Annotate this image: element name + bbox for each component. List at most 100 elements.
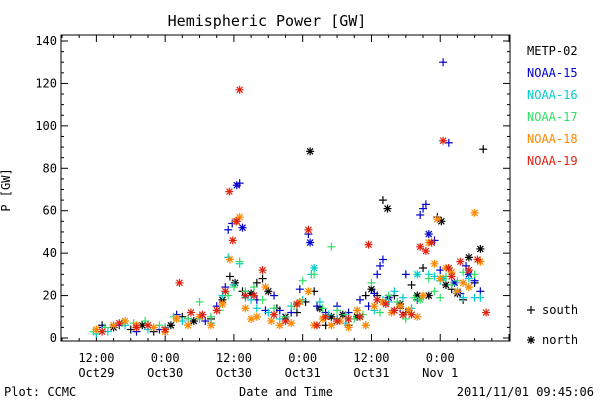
plus-marker [252,278,261,287]
marker-stroke [282,317,289,325]
plus-marker [247,295,256,304]
star-marker [427,238,436,247]
marker-stroke [98,328,106,336]
plus-marker [201,317,210,326]
marker-stroke [482,309,490,316]
legend-entry: NOAA-15 [527,66,578,80]
star-marker [364,240,373,249]
plus-marker [207,312,215,321]
plus-legend-icon [527,306,535,314]
marker-stroke [310,264,318,272]
star-marker [436,274,445,283]
plus-marker [264,308,273,317]
star-marker [258,266,267,275]
star-marker [264,287,273,296]
plus-marker [126,325,135,334]
x-tick-label-date: Oct30 [216,366,252,380]
star-marker [344,314,353,323]
plus-marker [100,323,109,332]
plus-marker [390,287,399,296]
marker-stroke [173,315,181,323]
marker-stroke [161,326,169,333]
marker-stroke [416,243,424,251]
marker-stroke [262,283,269,291]
plus-marker [224,291,233,300]
plus-marker [410,293,419,302]
legend-entry: NOAA-17 [527,110,578,124]
star-marker [447,272,456,281]
star-marker [367,285,376,294]
plus-marker [421,200,430,209]
marker-stroke [465,253,473,261]
marker-stroke [198,311,206,319]
star-marker [241,291,250,300]
x-tick-label-time: 12:00 [216,351,252,365]
marker-stroke [416,296,424,304]
marker-stroke [236,213,244,221]
marker-stroke [384,205,391,213]
star-marker [172,314,181,323]
marker-stroke [219,300,226,308]
plus-marker [459,268,468,277]
plus-marker [464,274,473,283]
marker-stroke [425,292,433,299]
marker-stroke [236,86,244,94]
star-marker [476,244,485,253]
star-marker [390,306,399,315]
plot-frame [60,34,511,342]
marker-stroke [365,241,373,249]
plus-marker [436,293,445,302]
marker-stroke [187,309,195,316]
plus-marker [178,317,187,326]
plus-marker [373,270,382,279]
plus-marker [235,179,244,188]
y-tick-label: 100 [35,119,57,133]
plus-marker [361,291,370,300]
star-marker [235,85,244,94]
star-marker [207,321,215,330]
star-marker [267,317,276,326]
plus-marker [453,276,462,285]
plus-marker [370,289,379,298]
marker-stroke [368,285,375,293]
marker-stroke [474,256,481,263]
marker-stroke [322,313,330,321]
plus-marker [376,308,385,317]
x-tick-label-date: Oct31 [353,366,389,380]
marker-stroke [408,311,416,319]
chart-title: Hemispheric Power [GW] [168,12,367,30]
plus-marker [270,291,279,300]
x-axis: 12:00Oct290:00Oct3012:00Oct300:00Oct3112… [61,35,510,380]
marker-stroke [241,304,249,312]
star-marker [373,295,382,304]
plus-marker [318,304,327,313]
marker-stroke [239,224,246,232]
marker-stroke [176,279,183,287]
marker-stroke [267,317,275,325]
marker-stroke [390,306,398,314]
plus-marker [401,270,410,279]
star-marker [333,317,342,326]
star-marker [470,208,479,217]
legend-entry: METP-02 [527,44,578,58]
star-marker [473,255,482,264]
x-tick-label-date: Oct29 [78,366,114,380]
star-marker [404,306,413,315]
star-marker [313,321,322,330]
marker-stroke [437,217,445,225]
star-marker [416,295,425,304]
marker-stroke [431,260,438,268]
plus-marker [376,261,385,270]
marker-stroke [306,239,314,246]
marker-stroke [465,283,473,291]
plus-marker [249,283,258,292]
plus-marker [341,319,350,328]
star-marker [232,217,241,226]
star-marker [456,257,465,266]
plus-marker [470,270,479,279]
marker-stroke [362,321,370,329]
star-marker [161,325,170,334]
y-axis: 0 20 40 60 80 100 120 140 [35,34,510,345]
marker-stroke [115,319,123,327]
